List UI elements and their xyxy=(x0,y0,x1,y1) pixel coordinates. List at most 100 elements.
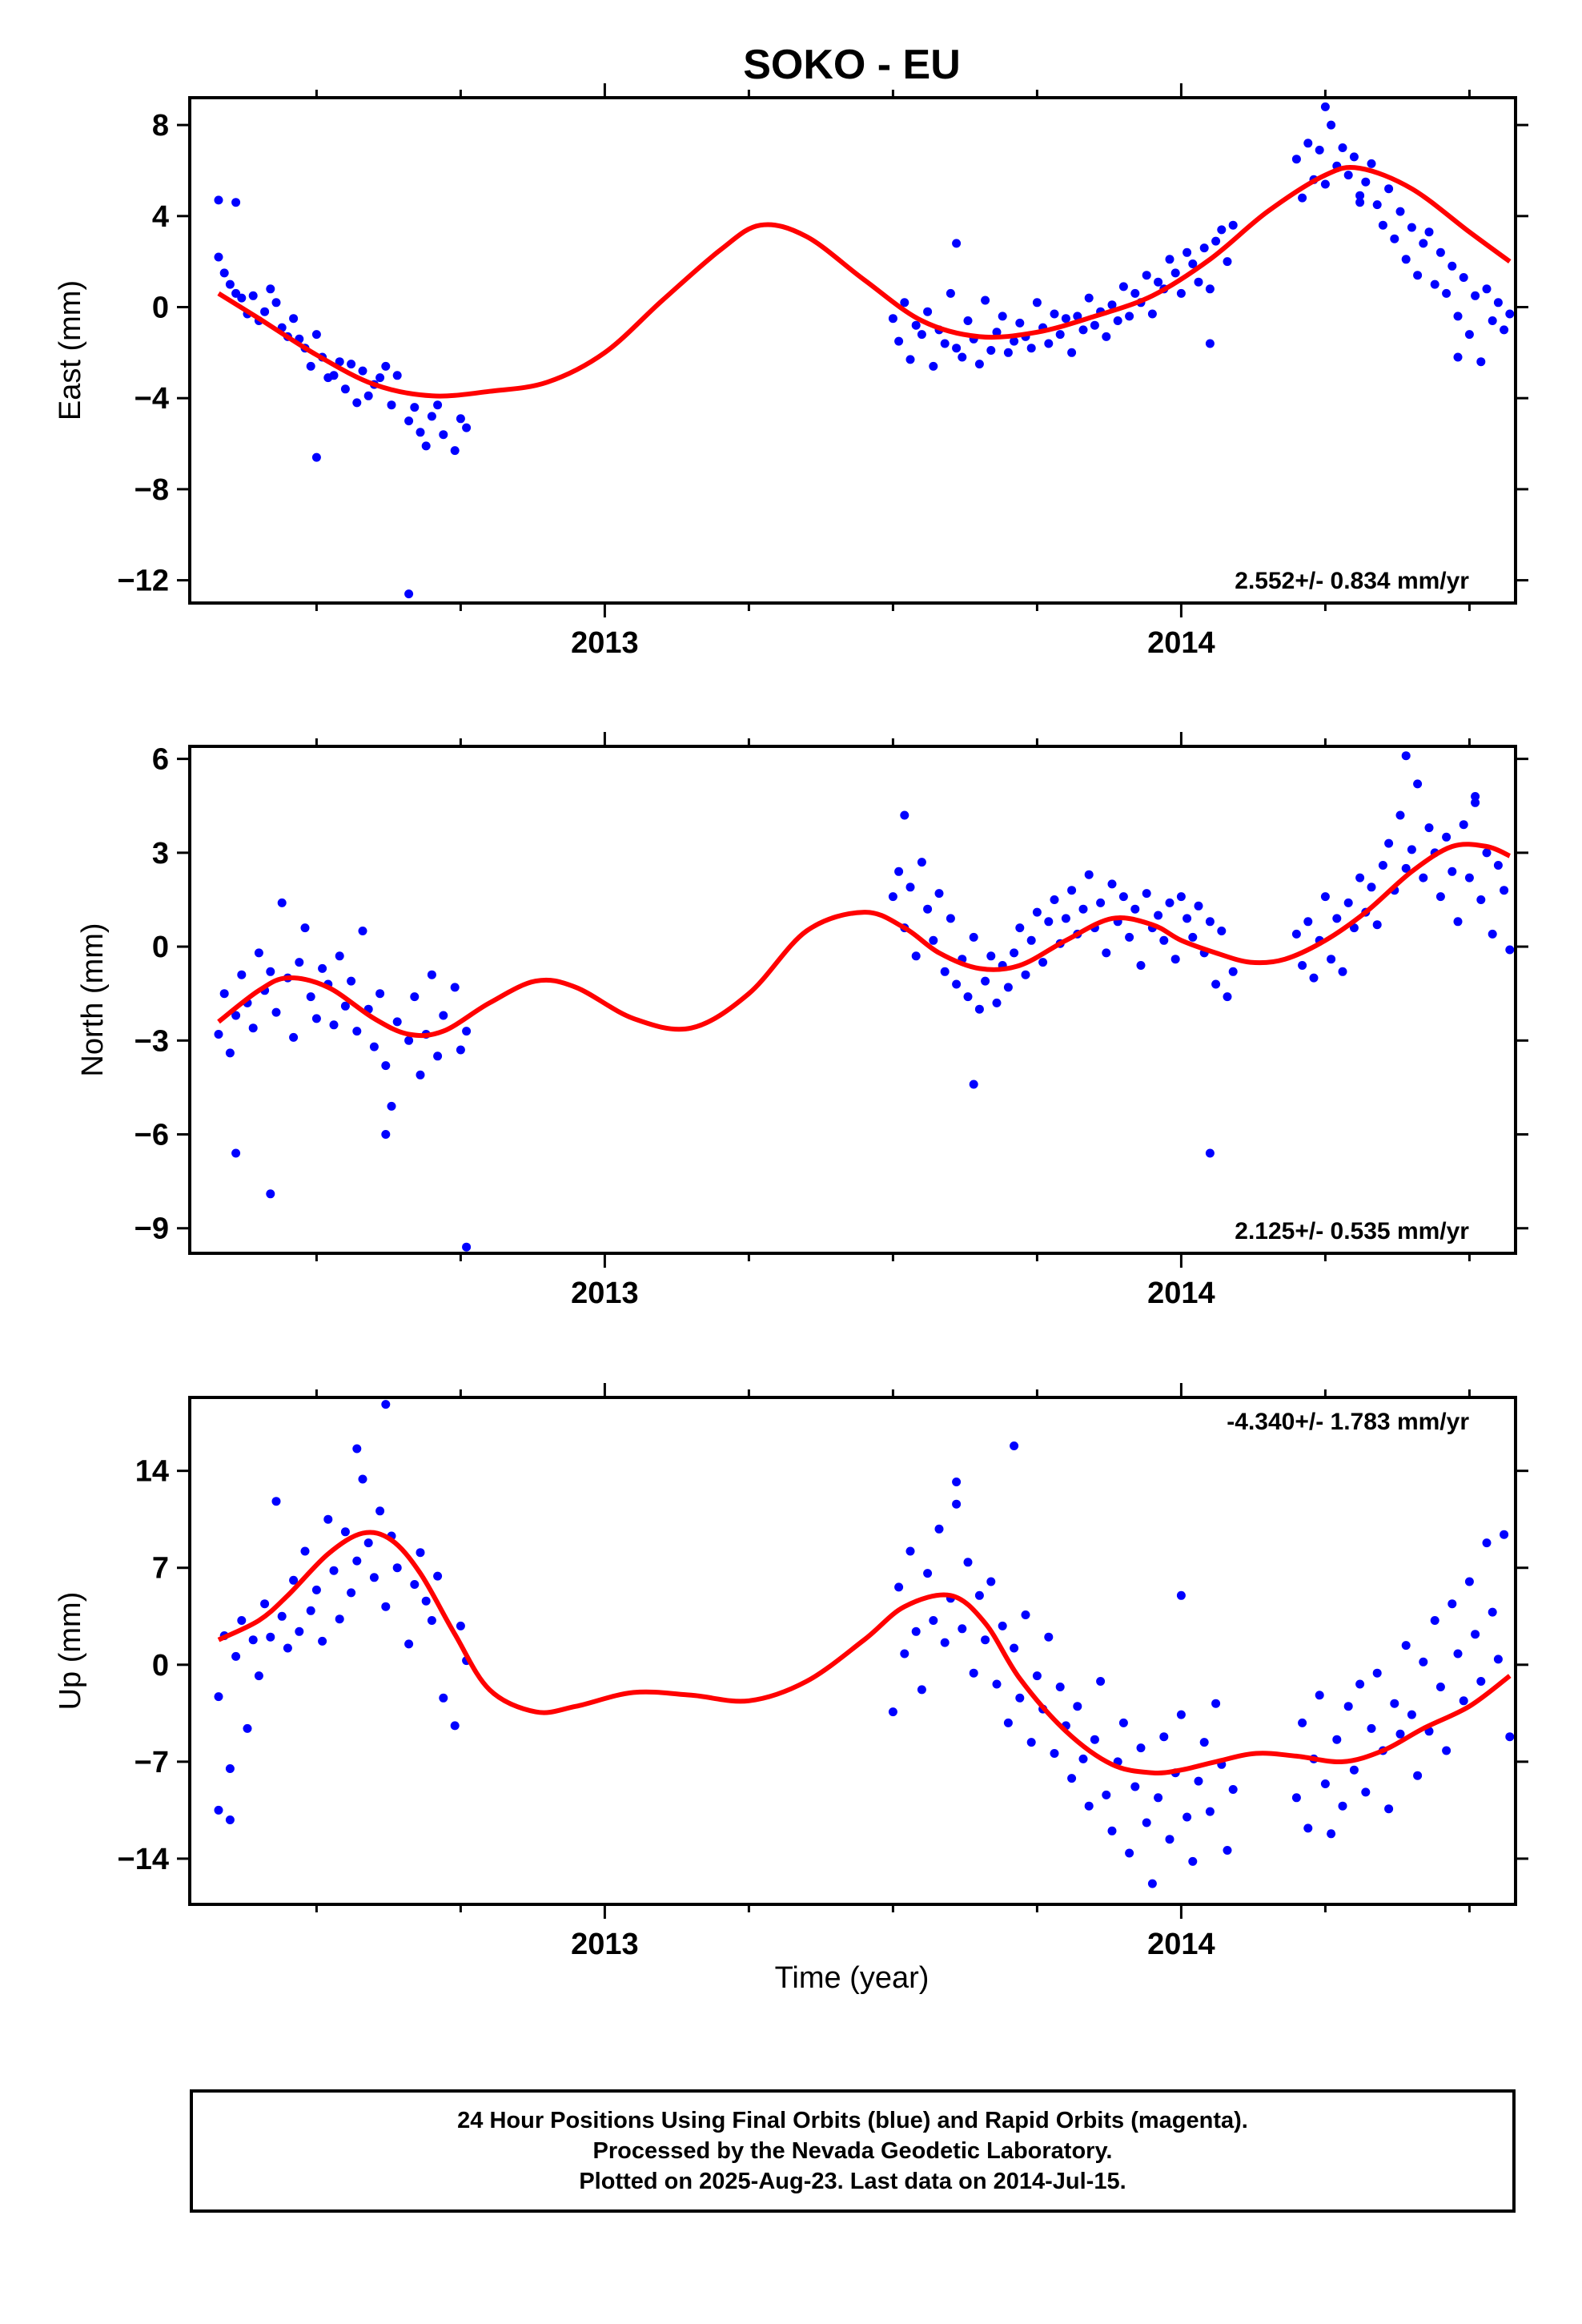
north-data-point xyxy=(266,967,275,976)
up-data-point xyxy=(986,1577,996,1586)
up-data-point xyxy=(1130,1782,1140,1791)
north-data-point xyxy=(1107,879,1117,889)
footer-line-3: Plotted on 2025-Aug-23. Last data on 201… xyxy=(579,2169,1126,2194)
up-data-point xyxy=(1159,1732,1169,1742)
east-data-point xyxy=(214,252,223,262)
north-data-point xyxy=(1228,967,1238,976)
north-data-point xyxy=(1309,973,1319,983)
north-data-point xyxy=(1384,838,1394,848)
north-data-point xyxy=(271,1007,281,1017)
north-data-point xyxy=(335,951,344,961)
east-data-point xyxy=(1367,159,1376,168)
up-data-point xyxy=(254,1671,263,1681)
up-data-point xyxy=(1165,1835,1174,1844)
north-data-point xyxy=(433,1051,443,1061)
up-data-point xyxy=(318,1636,327,1646)
panel-north: 2013 2014 6 3 0 −3 −6 −9 North (mm) 2.125+/- 0.53… xyxy=(76,732,1528,1310)
north-data-point xyxy=(1424,823,1434,833)
east-data-point xyxy=(421,441,431,451)
up-data-point xyxy=(225,1764,235,1773)
up-data-point xyxy=(266,1632,275,1642)
up-data-point xyxy=(260,1599,270,1609)
north-y-tick-label: −9 xyxy=(135,1212,169,1246)
east-data-point xyxy=(1315,145,1324,155)
up-y-axis-label: Up (mm) xyxy=(54,1592,87,1711)
north-data-point xyxy=(311,1014,321,1023)
north-data-point xyxy=(894,866,904,876)
up-data-point xyxy=(1493,1655,1503,1664)
up-data-point xyxy=(1228,1785,1238,1794)
up-data-point xyxy=(1021,1610,1030,1619)
east-data-point xyxy=(1118,282,1128,292)
up-data-point xyxy=(1430,1616,1439,1625)
east-data-point xyxy=(392,371,402,380)
up-data-point xyxy=(1026,1738,1036,1747)
north-data-point xyxy=(1327,955,1336,964)
east-data-point xyxy=(1493,298,1503,308)
up-data-point xyxy=(1032,1671,1042,1681)
east-data-point xyxy=(900,298,909,308)
north-data-point xyxy=(1078,904,1088,914)
north-data-point xyxy=(1338,967,1347,976)
north-data-point xyxy=(352,1027,362,1036)
north-x-tick-label: 2014 xyxy=(1147,1277,1215,1310)
north-data-point xyxy=(462,1027,472,1036)
east-data-point xyxy=(1073,312,1082,321)
north-data-point xyxy=(237,970,247,979)
up-data-point xyxy=(923,1569,933,1578)
north-data-point xyxy=(289,1032,299,1042)
east-data-point xyxy=(1217,225,1227,235)
up-data-point xyxy=(295,1626,304,1636)
north-data-point xyxy=(1021,970,1030,979)
north-data-point xyxy=(1010,948,1019,958)
up-data-point xyxy=(347,1588,356,1598)
east-data-point xyxy=(450,446,460,456)
north-data-point xyxy=(1205,917,1215,927)
up-data-point xyxy=(450,1721,460,1731)
east-data-point xyxy=(404,416,414,426)
east-data-point xyxy=(1298,193,1307,203)
up-data-point xyxy=(1367,1723,1376,1733)
east-data-point xyxy=(1505,309,1515,319)
up-data-point xyxy=(1298,1718,1307,1727)
up-data-point xyxy=(214,1692,223,1702)
east-data-point xyxy=(958,352,967,362)
up-data-point xyxy=(917,1685,926,1695)
x-axis-label: Time (year) xyxy=(775,1961,930,1995)
north-y-tick-label: −6 xyxy=(135,1119,169,1152)
north-y-axis-label: North (mm) xyxy=(76,923,110,1076)
north-data-point xyxy=(1435,892,1445,902)
up-data-point xyxy=(237,1616,247,1625)
east-data-point xyxy=(1327,120,1336,130)
east-data-point xyxy=(231,198,241,207)
east-data-point xyxy=(1107,300,1117,310)
up-data-point xyxy=(404,1639,414,1649)
north-data-point xyxy=(1026,935,1036,945)
up-data-point xyxy=(894,1582,904,1592)
east-data-point xyxy=(1010,336,1019,346)
north-data-point xyxy=(1413,779,1423,789)
east-data-point xyxy=(340,384,350,394)
east-data-point xyxy=(1355,191,1365,200)
up-data-point xyxy=(1303,1823,1313,1833)
north-data-point xyxy=(381,1130,391,1139)
north-y-tick-label: −3 xyxy=(135,1024,169,1058)
north-data-point xyxy=(952,979,962,989)
east-data-point xyxy=(225,279,235,289)
east-data-point xyxy=(219,268,229,278)
up-data-point xyxy=(1211,1699,1221,1708)
up-data-point xyxy=(1078,1754,1088,1763)
up-data-point xyxy=(271,1497,281,1506)
east-data-point xyxy=(1050,309,1059,319)
up-data-point xyxy=(277,1611,287,1621)
east-data-point xyxy=(439,430,448,440)
east-data-point xyxy=(289,314,299,324)
up-data-point xyxy=(992,1679,1002,1689)
north-data-point xyxy=(329,1020,339,1030)
north-data-point xyxy=(427,970,436,979)
east-data-point xyxy=(923,307,933,316)
north-data-point xyxy=(381,1061,391,1071)
up-data-point xyxy=(323,1514,333,1524)
north-data-point xyxy=(981,976,990,986)
up-data-point xyxy=(1010,1441,1019,1450)
